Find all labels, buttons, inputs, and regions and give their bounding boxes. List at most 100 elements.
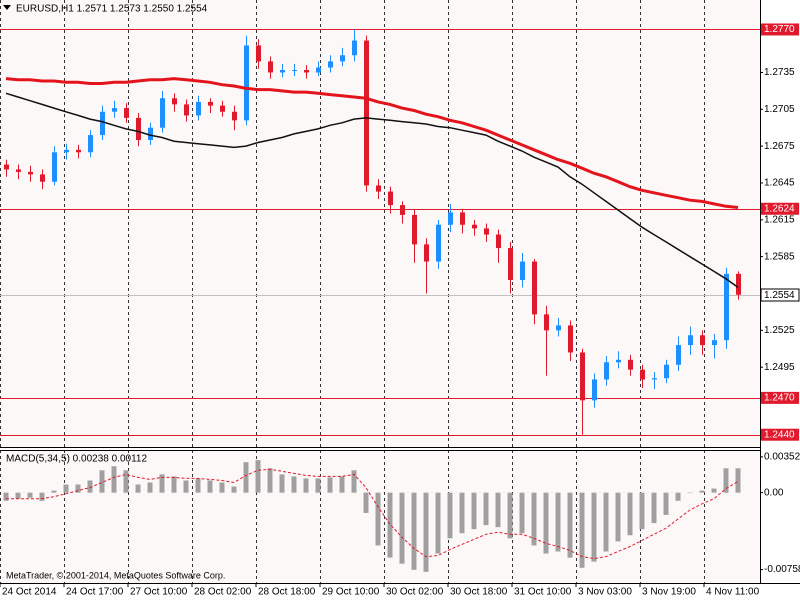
level-label: 1.2624 bbox=[764, 203, 795, 214]
candle-body bbox=[256, 45, 261, 62]
histogram-bar bbox=[723, 468, 729, 493]
candle-body bbox=[316, 67, 321, 73]
y-tick-label: 1.2645 bbox=[764, 178, 795, 189]
candle-body bbox=[292, 69, 297, 71]
candle-body bbox=[628, 359, 633, 370]
histogram-bar bbox=[327, 477, 333, 493]
histogram-bar bbox=[111, 466, 117, 493]
candle-body bbox=[568, 325, 573, 353]
x-tick-label: 27 Oct 10:00 bbox=[130, 587, 188, 598]
x-tick-label: 4 Nov 11:00 bbox=[706, 587, 760, 598]
x-tick-label: 30 Oct 02:00 bbox=[386, 587, 444, 598]
candle-body bbox=[124, 108, 129, 118]
histogram-bar bbox=[159, 474, 165, 493]
histogram-bar bbox=[231, 486, 237, 493]
x-tick-label: 24 Oct 2014 bbox=[2, 587, 57, 598]
histogram-bar bbox=[579, 492, 585, 568]
level-box bbox=[761, 391, 799, 404]
candle-body bbox=[16, 169, 21, 172]
histogram-bar bbox=[591, 492, 597, 562]
candle-body bbox=[340, 55, 345, 62]
y-tick-label: 1.2525 bbox=[764, 325, 795, 336]
histogram-bar bbox=[171, 476, 177, 493]
candle-body bbox=[64, 149, 69, 153]
histogram-bar bbox=[183, 480, 189, 493]
level-box bbox=[761, 428, 799, 441]
candle-body bbox=[172, 98, 177, 105]
candle-body bbox=[400, 205, 405, 215]
candle-body bbox=[616, 359, 621, 363]
histogram-bar bbox=[135, 484, 141, 493]
histogram-bar bbox=[711, 488, 717, 493]
candle-body bbox=[412, 214, 417, 245]
histogram-bar bbox=[615, 492, 621, 542]
chart-title: EURUSD,H1 1.2571 1.2573 1.2550 1.2554 bbox=[16, 4, 208, 15]
histogram-bar bbox=[123, 470, 129, 493]
x-tick-label: 28 Oct 02:00 bbox=[194, 587, 252, 598]
y-tick-label: 1.2615 bbox=[764, 214, 795, 225]
candle-body bbox=[592, 379, 597, 401]
candle-body bbox=[532, 261, 537, 315]
y-tick-label: 0.00 bbox=[764, 487, 784, 498]
histogram-bar bbox=[315, 478, 321, 493]
histogram-bar bbox=[75, 484, 81, 493]
histogram-bar bbox=[255, 460, 261, 493]
candle-body bbox=[580, 352, 585, 401]
candle-body bbox=[196, 101, 201, 116]
candle-body bbox=[724, 273, 729, 341]
candle-body bbox=[640, 369, 645, 380]
candle-body bbox=[604, 362, 609, 380]
candle-body bbox=[328, 61, 333, 68]
level-box bbox=[761, 23, 799, 36]
histogram-bar bbox=[351, 470, 357, 493]
candle-body bbox=[664, 364, 669, 379]
histogram-bar bbox=[27, 492, 33, 498]
histogram-bar bbox=[147, 482, 153, 493]
histogram-bar bbox=[411, 492, 417, 570]
candle-body bbox=[232, 111, 237, 121]
candle-body bbox=[424, 244, 429, 262]
candle-body bbox=[472, 224, 477, 229]
histogram-bar bbox=[543, 492, 549, 554]
candle-body bbox=[280, 69, 285, 73]
y-tick-label: 1.2495 bbox=[764, 362, 795, 373]
candle-body bbox=[676, 345, 681, 365]
histogram-bar bbox=[339, 476, 345, 493]
histogram-bar bbox=[39, 492, 45, 501]
candle-body bbox=[508, 248, 513, 280]
candle-body bbox=[136, 117, 141, 140]
candle-body bbox=[484, 228, 489, 235]
histogram-bar bbox=[555, 492, 561, 552]
candle-body bbox=[112, 108, 117, 112]
histogram-bar bbox=[603, 492, 609, 552]
histogram-bar bbox=[531, 492, 537, 546]
histogram-bar bbox=[99, 470, 105, 493]
candle-body bbox=[388, 191, 393, 206]
candle-body bbox=[244, 45, 249, 121]
series-line bbox=[5, 92, 739, 289]
candle-body bbox=[40, 174, 45, 182]
histogram-bar bbox=[639, 492, 645, 530]
histogram-bar bbox=[423, 492, 429, 572]
candle-body bbox=[100, 111, 105, 136]
candle-body bbox=[304, 69, 309, 73]
series-line bbox=[5, 77, 739, 209]
histogram-bar bbox=[291, 476, 297, 493]
candle-body bbox=[712, 340, 717, 346]
candle-body bbox=[52, 152, 57, 182]
indicator-title: MACD(5,34,5) 0.00238 0.00112 bbox=[6, 454, 147, 465]
level-label: 1.2470 bbox=[764, 393, 795, 404]
histogram-bar bbox=[219, 482, 225, 493]
candle-body bbox=[208, 101, 213, 106]
candle-body bbox=[76, 149, 81, 153]
x-tick-label: 3 Nov 19:00 bbox=[642, 587, 696, 598]
footer: MetaTrader, © 2001-2014, MetaQuotes Soft… bbox=[6, 570, 225, 580]
candle-body bbox=[556, 325, 561, 331]
histogram-bar bbox=[3, 492, 9, 501]
histogram-bar bbox=[51, 490, 57, 493]
histogram-bar bbox=[483, 492, 489, 526]
candle-body bbox=[352, 40, 357, 56]
candle-body bbox=[700, 335, 705, 346]
candle-body bbox=[460, 212, 465, 225]
